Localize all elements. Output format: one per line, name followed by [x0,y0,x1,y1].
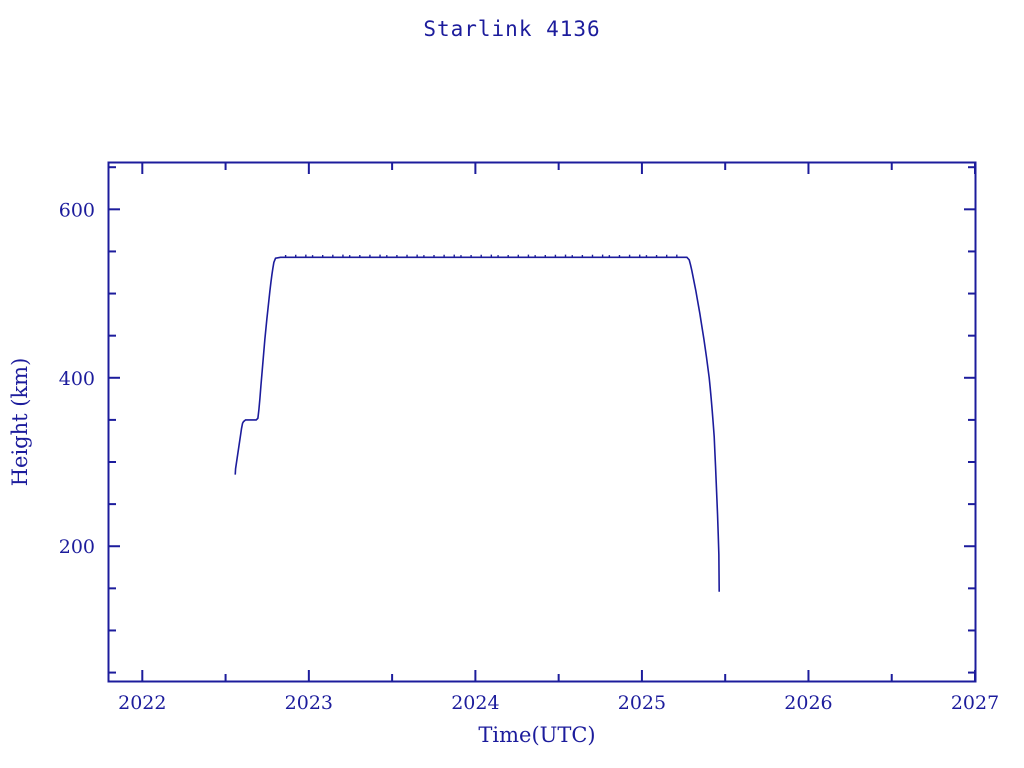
x-tick-label: 2025 [618,692,666,714]
chart-title: Starlink 4136 [423,17,601,41]
axis-ticks [109,163,976,681]
x-tick-label: 2026 [784,692,832,714]
y-tick-label: 200 [59,536,95,558]
x-tick-label: 2027 [951,692,999,714]
x-axis-title: Time(UTC) [478,723,595,747]
x-tick-label: 2022 [118,692,166,714]
plot-frame [107,161,977,683]
x-tick-label: 2023 [285,692,333,714]
data-series-group [234,254,720,592]
data-line-noise [284,254,678,258]
data-line [234,256,720,592]
y-tick-label: 600 [59,199,95,221]
axis-tick-labels: 2022 2023 2024 2025 2026 2027 200 400 600 [59,199,999,714]
y-axis-title: Height (km) [8,358,32,487]
y-tick-label: 400 [59,368,95,390]
x-tick-label: 2024 [451,692,499,714]
